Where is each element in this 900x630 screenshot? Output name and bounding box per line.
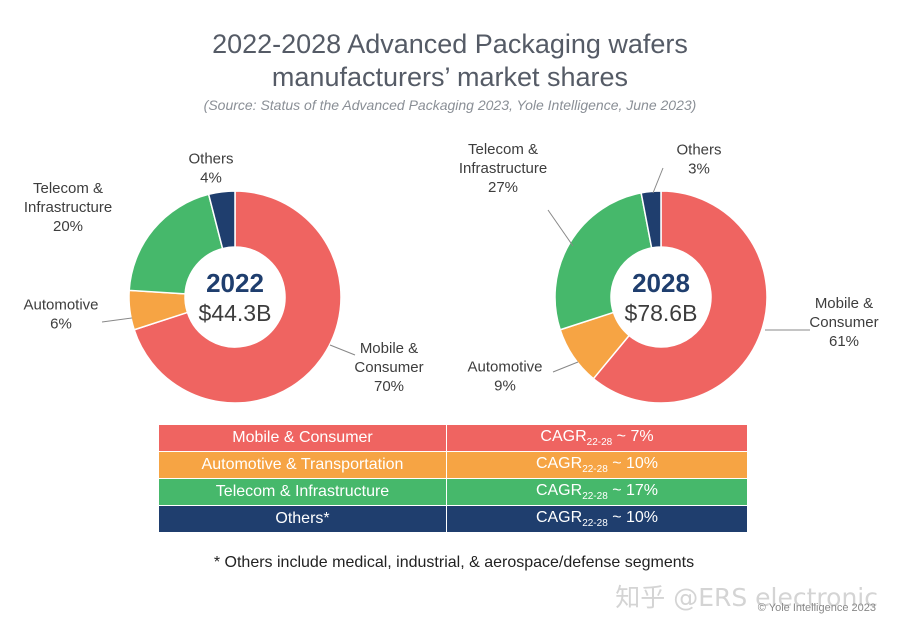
slice-label-2028-others: Others xyxy=(676,142,721,159)
slice-label-2022-telecom: Infrastructure xyxy=(24,199,112,216)
slice-label-2022-others: Others xyxy=(188,151,233,168)
slice-pct-2022-telecom: 20% xyxy=(53,218,83,235)
leader-line-2028-telecom xyxy=(547,209,574,247)
leader-line-2028-automotive xyxy=(552,361,579,373)
cagr-segment-name: Automotive & Transportation xyxy=(158,451,447,479)
slice-pct-2028-telecom: 27% xyxy=(488,179,518,196)
leader-line-2028-others xyxy=(652,167,664,194)
slice-pct-2022-automotive: 6% xyxy=(50,316,72,333)
donut-charts: Mobile & Consumer 70% Automotive 6% Telecom &… xyxy=(23,141,879,404)
slice-label-2022-mobile: Mobile & xyxy=(360,340,418,357)
cagr-value: CAGR22-28 ~ 17% xyxy=(446,478,748,506)
cagr-segment-name: Others* xyxy=(158,505,447,533)
slice-label-2022-telecom: Telecom & xyxy=(33,180,103,197)
cagr-row: Telecom & Infrastructure CAGR22-28 ~ 17% xyxy=(158,478,748,506)
slice-label-2028-mobile: Mobile & xyxy=(815,295,873,312)
slice-pct-2028-mobile: 61% xyxy=(829,333,859,350)
donut-2022-slice-telecom xyxy=(128,193,224,295)
title-line-1: 2022-2028 Advanced Packaging wafers xyxy=(212,29,688,59)
center-total-2028: $78.6B xyxy=(625,300,698,326)
donut-2028-slice-others xyxy=(640,190,662,249)
cagr-row: Automotive & Transportation CAGR22-28 ~ 1… xyxy=(158,451,748,479)
cagr-value: CAGR22-28 ~ 10% xyxy=(446,451,748,479)
source-subtitle: (Source: Status of the Advanced Packagin… xyxy=(203,97,697,113)
slice-pct-2022-others: 4% xyxy=(200,170,222,187)
cagr-row: Mobile & Consumer CAGR22-28 ~ 7% xyxy=(158,424,748,452)
slice-label-2028-telecom: Infrastructure xyxy=(459,160,547,177)
cagr-table: Mobile & Consumer CAGR22-28 ~ 7% Automotiv… xyxy=(158,424,748,533)
slice-pct-2022-mobile: 70% xyxy=(374,378,404,395)
watermark: 知乎 @ERS electronic xyxy=(615,583,878,612)
cagr-segment-name: Mobile & Consumer xyxy=(158,424,447,452)
slice-pct-2028-others: 3% xyxy=(688,161,710,178)
cagr-value: CAGR22-28 ~ 7% xyxy=(446,424,748,452)
cagr-segment-name: Telecom & Infrastructure xyxy=(158,478,447,506)
donut-2028-slice-telecom xyxy=(554,192,653,331)
donut-2022-slice-others xyxy=(207,190,236,250)
donut-2022-slice-mobile xyxy=(133,190,342,404)
center-year-2022: 2022 xyxy=(206,268,264,298)
center-total-2022: $44.3B xyxy=(199,300,272,326)
title-line-2: manufacturers’ market shares xyxy=(271,62,629,92)
donut-2028-slice-mobile xyxy=(592,190,768,404)
slice-pct-2028-automotive: 9% xyxy=(494,378,516,395)
cagr-row: Others* CAGR22-28 ~ 10% xyxy=(158,505,748,533)
slice-label-2028-telecom: Telecom & xyxy=(468,141,538,158)
slice-label-2022-automotive: Automotive xyxy=(23,297,98,314)
center-year-2028: 2028 xyxy=(632,268,690,298)
leader-line-2022-automotive xyxy=(101,317,133,323)
footnote: * Others include medical, industrial, & … xyxy=(213,554,695,571)
slice-label-2022-mobile: Consumer xyxy=(354,359,423,376)
copyright: © Yole Intelligence 2023 xyxy=(757,602,876,614)
slice-label-2028-automotive: Automotive xyxy=(467,359,542,376)
leader-line-2022-mobile xyxy=(329,344,356,356)
donut-2028-hole xyxy=(612,248,710,346)
cagr-value: CAGR22-28 ~ 10% xyxy=(446,505,748,533)
chart-title: 2022-2028 Advanced Packaging wafers manu… xyxy=(0,28,900,94)
slice-label-2028-mobile: Consumer xyxy=(809,314,878,331)
donut-2022-hole xyxy=(186,248,284,346)
